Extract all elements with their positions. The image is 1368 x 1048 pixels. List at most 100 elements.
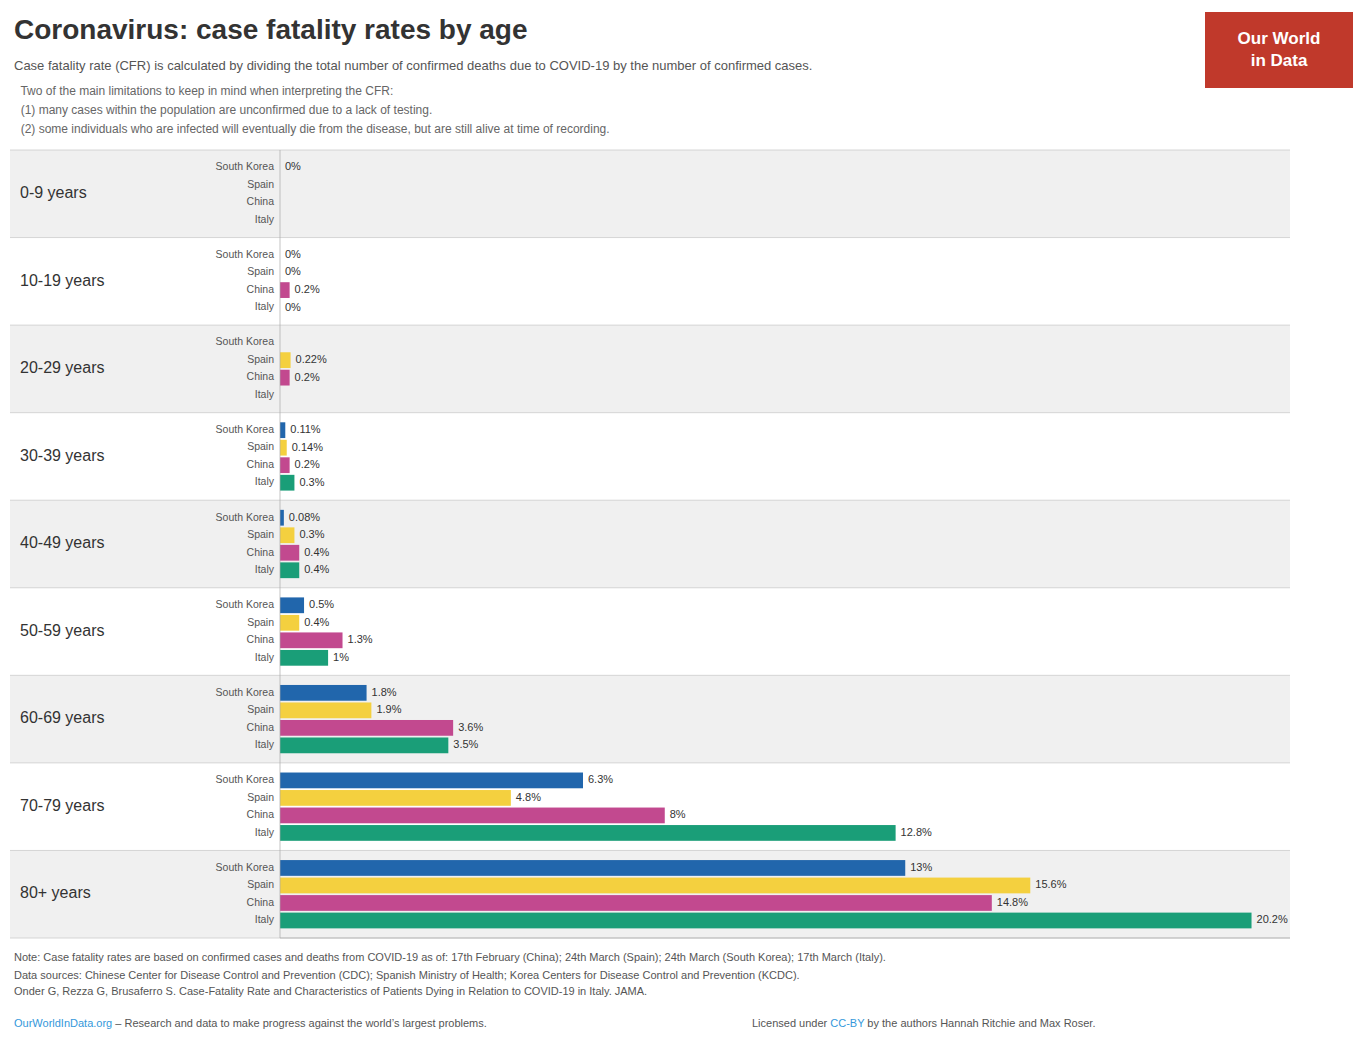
band	[10, 500, 1290, 588]
bar	[280, 895, 992, 911]
bar	[280, 562, 299, 578]
category-label: 10-19 years	[20, 272, 105, 289]
data-label: 0.2%	[295, 283, 320, 295]
bar	[280, 737, 448, 753]
footer-note: Note: Case fatality rates are based on c…	[14, 950, 886, 966]
data-label: 1%	[333, 651, 349, 663]
data-label: 0.14%	[292, 441, 323, 453]
band	[10, 675, 1290, 763]
series-label: Italy	[255, 563, 275, 575]
data-label: 13%	[910, 861, 932, 873]
bar	[280, 370, 290, 386]
bar	[280, 878, 1030, 894]
category-label: 80+ years	[20, 884, 91, 901]
data-label: 12.8%	[901, 826, 932, 838]
credit-text: CC-BY	[830, 1017, 864, 1029]
data-label: 4.8%	[516, 791, 541, 803]
data-label: 0.11%	[290, 423, 321, 435]
category-label: 50-59 years	[20, 622, 105, 639]
data-label: 1.3%	[348, 633, 373, 645]
bar	[280, 457, 290, 473]
note: (2) some individuals who are infected wi…	[14, 122, 610, 136]
series-label: South Korea	[216, 861, 275, 873]
data-label: 8%	[670, 808, 686, 820]
chart: 0-9 years South Korea 0% Spain China Italy 10-…	[0, 0, 1368, 1048]
bar	[280, 475, 294, 491]
data-label: 0.2%	[295, 458, 320, 470]
band	[10, 325, 1290, 413]
note: (1) many cases within the population are…	[14, 103, 432, 117]
x-axis-line	[280, 938, 1290, 939]
bar	[280, 615, 299, 631]
data-label: 0.2%	[295, 371, 320, 383]
series-label: Italy	[255, 651, 275, 663]
band	[10, 238, 1290, 326]
group-separator	[10, 500, 1290, 501]
group-separator	[10, 850, 1290, 851]
band	[10, 150, 1290, 238]
data-label: 15.6%	[1035, 878, 1066, 890]
band	[10, 588, 1290, 676]
series-label: Italy	[255, 300, 275, 312]
series-label: China	[247, 633, 275, 645]
group-separator	[10, 325, 1290, 326]
category-label: 40-49 years	[20, 534, 105, 551]
series-label: South Korea	[216, 686, 275, 698]
bar	[280, 440, 287, 456]
band	[10, 763, 1290, 851]
data-label: 0.4%	[304, 546, 329, 558]
series-label: Spain	[247, 528, 274, 540]
subtitle: Case fatality rate (CFR) is calculated b…	[14, 58, 812, 73]
labels: 0-9 years South Korea 0% Spain China Italy 10-…	[20, 160, 1288, 925]
group-separator	[10, 412, 1290, 413]
series-label: Italy	[255, 475, 275, 487]
credit-text: – Research and data to make progress aga…	[112, 1017, 487, 1029]
series-label: Italy	[255, 388, 275, 400]
bar	[280, 545, 299, 561]
series-label: Spain	[247, 265, 274, 277]
bar	[280, 527, 294, 543]
credit-text: Licensed under	[752, 1017, 830, 1029]
series-label: Spain	[247, 353, 274, 365]
bands	[10, 150, 1290, 938]
category-label: 0-9 years	[20, 184, 87, 201]
data-label: 3.6%	[458, 721, 483, 733]
data-label: 1.9%	[376, 703, 401, 715]
category-label: 60-69 years	[20, 709, 105, 726]
data-label: 1.8%	[372, 686, 397, 698]
title: Coronavirus: case fatality rates by age	[14, 14, 528, 46]
band	[10, 413, 1290, 501]
category-label: 30-39 years	[20, 447, 105, 464]
data-label: 0.3%	[299, 528, 324, 540]
category-label: 20-29 years	[20, 359, 105, 376]
data-label: 0.4%	[304, 563, 329, 575]
group-separator	[10, 237, 1290, 238]
series-label: Italy	[255, 826, 275, 838]
series-label: Spain	[247, 878, 274, 890]
data-label: 0.08%	[289, 511, 320, 523]
series-label: China	[247, 546, 275, 558]
bar	[280, 720, 453, 736]
bar	[280, 773, 583, 789]
category-label: 70-79 years	[20, 797, 105, 814]
data-label: 14.8%	[997, 896, 1028, 908]
series-label: China	[247, 896, 275, 908]
data-label: 0.22%	[296, 353, 327, 365]
data-label: 0.4%	[304, 616, 329, 628]
series-label: Spain	[247, 178, 274, 190]
series-label: Spain	[247, 616, 274, 628]
data-label: 0%	[285, 248, 301, 260]
data-label: 0.5%	[309, 598, 334, 610]
data-label: 6.3%	[588, 773, 613, 785]
bar	[280, 510, 284, 526]
credit-text: by the authors Hannah Ritchie and Max Ro…	[864, 1017, 1095, 1029]
data-label: 0.3%	[299, 476, 324, 488]
credit-left: OurWorldInData.org – Research and data t…	[14, 1016, 487, 1032]
data-label: 0%	[285, 301, 301, 313]
group-separator	[10, 762, 1290, 763]
badge-text: Our World	[1238, 28, 1321, 50]
series-label: China	[247, 721, 275, 733]
series-label: China	[247, 808, 275, 820]
bar	[280, 913, 1252, 929]
bar	[280, 282, 290, 298]
